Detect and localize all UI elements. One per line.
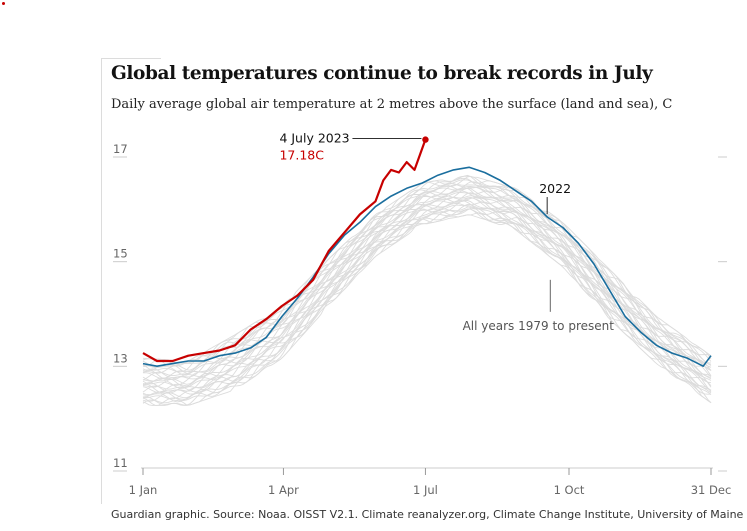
background-year-line bbox=[142, 195, 712, 393]
background-year-line bbox=[142, 190, 712, 380]
series-line-2022 bbox=[142, 166, 712, 367]
record-point bbox=[422, 136, 429, 143]
background-year-line bbox=[142, 184, 712, 379]
record-date-label: 4 July 2023 bbox=[279, 131, 349, 146]
background-year-line bbox=[142, 201, 712, 395]
background-year-line bbox=[142, 185, 712, 381]
background-year-line bbox=[142, 179, 712, 365]
background-year-line bbox=[142, 196, 712, 394]
background-year-line bbox=[142, 182, 712, 374]
x-tick-label: 1 Jan bbox=[129, 483, 158, 497]
y-tick-label: 11 bbox=[113, 456, 128, 470]
x-tick-label: 31 Dec bbox=[691, 483, 732, 497]
background-year-line bbox=[142, 192, 712, 389]
record-value-label: 17.18C bbox=[279, 148, 324, 163]
chart-subtitle: Daily average global air temperature at … bbox=[111, 97, 673, 112]
axis-layer: 17 15 13 111 Jan 1 Apr 1 Jul 1 Oct 31 Dec bbox=[113, 142, 731, 497]
background-year-line bbox=[142, 206, 711, 406]
source-footer: Guardian graphic. Source: Noaa. OISST V2… bbox=[111, 508, 744, 521]
year-2022-label: 2022 bbox=[539, 181, 571, 196]
background-year-line bbox=[142, 181, 712, 376]
background-year-line bbox=[142, 187, 712, 385]
top-rule bbox=[101, 58, 161, 59]
left-rule bbox=[101, 58, 102, 504]
y-tick-label: 15 bbox=[113, 247, 128, 261]
x-tick-label: 1 Jul bbox=[413, 483, 438, 497]
background-year-line bbox=[143, 184, 712, 374]
all-years-label: All years 1979 to present bbox=[463, 319, 615, 333]
background-year-line bbox=[142, 199, 712, 399]
corner-dot bbox=[2, 2, 5, 5]
background-year-line bbox=[142, 175, 712, 367]
background-year-line bbox=[142, 195, 712, 388]
background-years-layer bbox=[142, 174, 712, 406]
background-year-line bbox=[142, 174, 712, 372]
y-tick-label: 17 bbox=[113, 142, 128, 156]
background-year-line bbox=[142, 190, 712, 381]
x-tick-label: 1 Apr bbox=[268, 483, 299, 497]
chart-title: Global temperatures continue to break re… bbox=[111, 63, 653, 84]
x-tick-label: 1 Oct bbox=[554, 483, 585, 497]
series-line-2023 bbox=[142, 139, 427, 363]
y-tick-label: 13 bbox=[113, 351, 128, 365]
